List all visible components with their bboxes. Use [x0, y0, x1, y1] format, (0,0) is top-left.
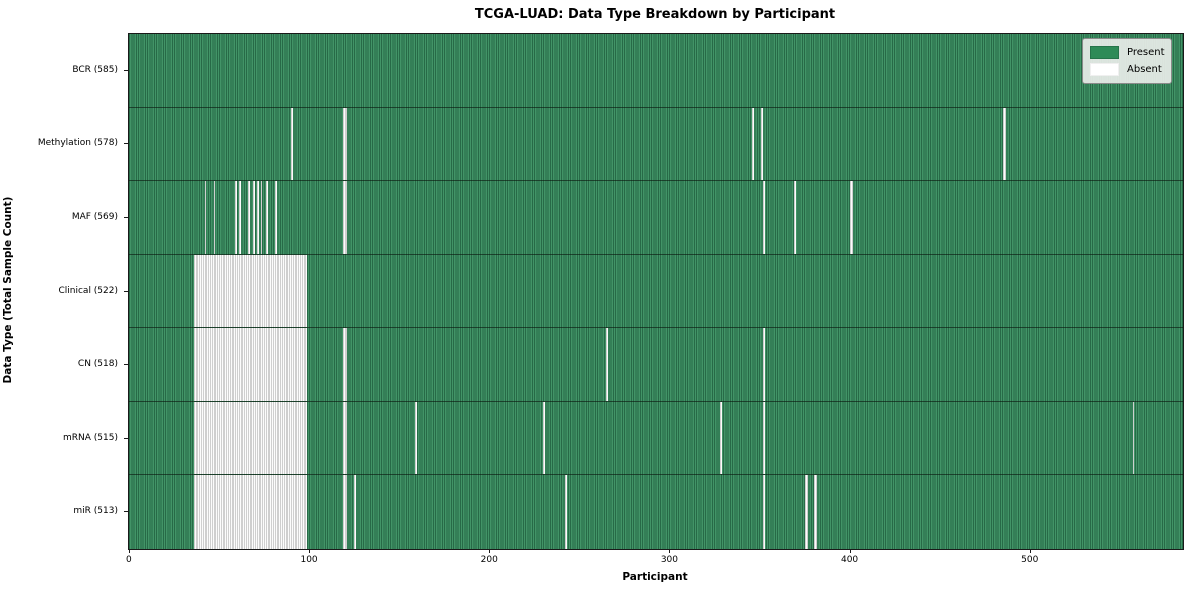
x-tick-label-0: 0 [126, 555, 132, 565]
absent-gap-maf [849, 181, 854, 254]
absent-gap-maf [260, 181, 263, 254]
absent-gap-maf [204, 181, 207, 254]
absent-gap-mrna [719, 401, 722, 475]
x-tick-mark [849, 549, 851, 553]
absent-gap-methylation [343, 107, 347, 181]
absent-gap-mrna [543, 401, 546, 475]
absent-gap-maf [253, 181, 256, 254]
row-band-mrna [129, 401, 1183, 476]
x-tick-label-400: 400 [840, 555, 859, 565]
row-band-methylation [129, 107, 1183, 182]
absent-gap-mir [565, 475, 567, 549]
absent-gap-methylation [1002, 107, 1007, 181]
row-band-mir [129, 475, 1183, 549]
legend-label-absent: Absent [1127, 64, 1162, 75]
y-tick-label-mir: miR (513) [73, 506, 118, 517]
absent-gap-cn [343, 328, 347, 401]
absent-gap-maf [235, 181, 238, 254]
y-tick-mark [124, 437, 128, 439]
absent-swatch-icon [1090, 63, 1119, 76]
present-swatch-icon [1090, 46, 1119, 59]
absent-gap-maf [763, 181, 765, 254]
x-tick-label-500: 500 [1021, 555, 1039, 565]
x-tick-mark [489, 549, 491, 553]
row-band-cn [129, 328, 1183, 402]
y-tick-mark [124, 69, 128, 71]
absent-gap-methylation [752, 107, 755, 181]
absent-gap-maf [247, 181, 250, 254]
legend-item-absent: Absent [1090, 61, 1163, 78]
absent-gap-cn [606, 328, 609, 401]
legend-label-present: Present [1127, 47, 1165, 58]
absent-gap-mir [343, 475, 347, 549]
x-tick-label-300: 300 [660, 555, 678, 565]
absent-gap-mrna [1132, 401, 1135, 475]
y-tick-mark [124, 216, 128, 218]
y-tick-mark [124, 511, 128, 513]
absent-gap-clinical [193, 254, 308, 328]
absent-gap-maf [213, 181, 216, 254]
row-band-clinical [129, 254, 1183, 329]
absent-gap-cn [763, 328, 765, 401]
absent-gap-maf [265, 181, 268, 254]
row-band-bcr [129, 34, 1183, 108]
x-tick-mark [128, 549, 130, 553]
absent-gap-mir [813, 475, 818, 549]
absent-gap-mrna [415, 401, 418, 475]
absent-gap-mir [804, 475, 809, 549]
legend-item-present: Present [1090, 44, 1165, 61]
y-tick-label-clinical: Clinical (522) [58, 285, 118, 296]
y-tick-label-mrna: mRNA (515) [63, 432, 118, 443]
absent-gap-mrna [343, 401, 347, 475]
row-band-maf [129, 181, 1183, 255]
x-tick-mark [309, 549, 311, 553]
y-tick-label-bcr: BCR (585) [72, 64, 118, 75]
y-tick-mark [124, 290, 128, 292]
chart-title: TCGA-LUAD: Data Type Breakdown by Partic… [474, 7, 836, 22]
absent-gap-methylation [291, 107, 293, 181]
absent-gap-mrna [763, 401, 765, 475]
x-tick-mark [669, 549, 671, 553]
absent-gap-maf [238, 181, 241, 254]
x-tick-label-100: 100 [300, 555, 318, 565]
x-tick-mark [1029, 549, 1031, 553]
x-tick-label-200: 200 [480, 555, 498, 565]
absent-gap-mir [354, 475, 356, 549]
y-tick-mark [124, 364, 128, 366]
x-axis-label: Participant [622, 571, 688, 583]
y-tick-label-maf: MAF (569) [71, 211, 118, 222]
absent-gap-mrna [193, 401, 308, 475]
absent-gap-cn [193, 328, 308, 401]
plot-area [128, 33, 1184, 550]
absent-gap-maf [343, 181, 347, 254]
y-tick-label-methylation: Methylation (578) [37, 138, 118, 149]
absent-gap-maf [256, 181, 259, 254]
legend: Present Absent [1082, 38, 1172, 84]
y-tick-mark [124, 143, 128, 145]
absent-gap-maf [793, 181, 796, 254]
absent-gap-maf [274, 181, 277, 254]
absent-gap-mir [193, 475, 308, 549]
absent-gap-methylation [761, 107, 764, 181]
absent-gap-mir [763, 475, 765, 549]
y-tick-label-cn: CN (518) [77, 359, 118, 370]
